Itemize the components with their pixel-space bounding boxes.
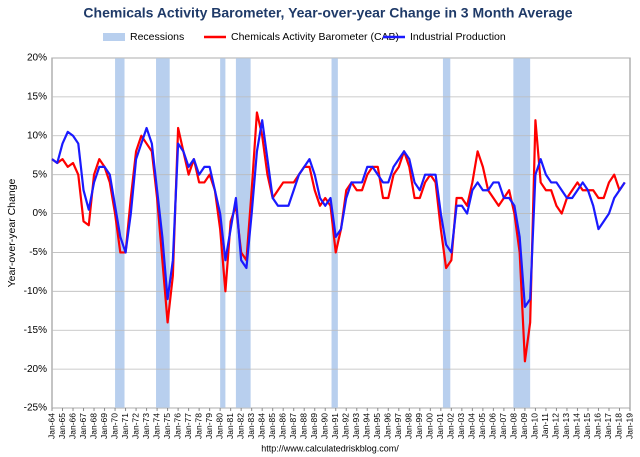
x-tick-label: Jan-95 — [372, 413, 382, 439]
x-tick-label: Jan-10 — [530, 413, 540, 439]
x-tick-label: Jan-76 — [172, 413, 182, 439]
x-tick-label: Jan-69 — [99, 413, 109, 439]
x-tick-label: Jan-12 — [551, 413, 561, 439]
x-tick-label: Jan-81 — [225, 413, 235, 439]
y-tick-label: 10% — [27, 130, 47, 141]
y-tick-label: -15% — [24, 325, 47, 336]
x-tick-label: Jan-75 — [162, 413, 172, 439]
legend-swatch — [103, 33, 125, 41]
x-tick-label: Jan-65 — [57, 413, 67, 439]
x-tick-label: Jan-08 — [509, 413, 519, 439]
y-tick-label: 20% — [27, 53, 47, 64]
x-tick-label: Jan-05 — [477, 413, 487, 439]
x-tick-label: Jan-66 — [67, 413, 77, 439]
x-tick-label: Jan-18 — [614, 413, 624, 439]
x-tick-label: Jan-98 — [404, 413, 414, 439]
x-tick-label: Jan-03 — [456, 413, 466, 439]
y-tick-label: -5% — [29, 247, 47, 258]
x-tick-label: Jan-15 — [582, 413, 592, 439]
recession-band — [235, 58, 251, 408]
x-tick-label: Jan-13 — [561, 413, 571, 439]
x-tick-label: Jan-00 — [425, 413, 435, 439]
series-line — [51, 119, 626, 308]
x-tick-label: Jan-71 — [120, 413, 130, 439]
x-tick-label: Jan-91 — [330, 413, 340, 439]
x-tick-label: Jan-14 — [572, 413, 582, 439]
x-tick-label: Jan-84 — [256, 413, 266, 439]
recession-band — [442, 58, 451, 408]
y-tick-label: -25% — [24, 403, 47, 414]
x-tick-label: Jan-89 — [309, 413, 319, 439]
chart-title: Chemicals Activity Barometer, Year-over-… — [83, 5, 572, 21]
x-tick-label: Jan-90 — [319, 413, 329, 439]
y-tick-label: -10% — [24, 286, 47, 297]
x-tick-label: Jan-82 — [235, 413, 245, 439]
y-tick-label: 0% — [33, 208, 48, 219]
legend-label: Chemicals Activity Barometer (CAB) — [231, 31, 399, 43]
x-tick-label: Jan-02 — [446, 413, 456, 439]
x-tick-label: Jan-94 — [362, 413, 372, 439]
x-tick-label: Jan-70 — [109, 413, 119, 439]
y-tick-label: 15% — [27, 92, 47, 103]
x-tick-label: Jan-19 — [624, 413, 634, 439]
x-tick-label: Jan-64 — [46, 413, 56, 439]
x-tick-label: Jan-96 — [383, 413, 393, 439]
legend-label: Recessions — [130, 31, 184, 43]
x-tick-label: Jan-17 — [603, 413, 613, 439]
x-tick-label: Jan-01 — [435, 413, 445, 439]
x-tick-label: Jan-72 — [130, 413, 140, 439]
y-tick-label: 5% — [33, 169, 48, 180]
recession-band — [513, 58, 531, 408]
x-tick-label: Jan-99 — [414, 413, 424, 439]
x-tick-label: Jan-04 — [467, 413, 477, 439]
series-line — [51, 111, 626, 363]
x-tick-label: Jan-73 — [141, 413, 151, 439]
x-tick-label: Jan-06 — [488, 413, 498, 439]
x-tick-label: Jan-87 — [288, 413, 298, 439]
x-tick-label: Jan-07 — [498, 413, 508, 439]
x-tick-label: Jan-79 — [204, 413, 214, 439]
x-tick-label: Jan-93 — [351, 413, 361, 439]
x-tick-label: Jan-83 — [246, 413, 256, 439]
footer: http://www.calculatedriskblog.com/ — [261, 443, 399, 453]
x-tick-label: Jan-80 — [214, 413, 224, 439]
legend-label: Industrial Production — [410, 31, 506, 43]
x-tick-label: Jan-78 — [193, 413, 203, 439]
x-tick-label: Jan-09 — [519, 413, 529, 439]
x-tick-label: Jan-68 — [88, 413, 98, 439]
x-tick-label: Jan-74 — [151, 413, 161, 439]
x-tick-label: Jan-88 — [298, 413, 308, 439]
y-axis-label: Year-over-year Change — [6, 178, 18, 287]
x-tick-label: Jan-85 — [267, 413, 277, 439]
x-tick-label: Jan-67 — [78, 413, 88, 439]
y-tick-label: -20% — [24, 364, 47, 375]
x-tick-label: Jan-11 — [540, 413, 550, 439]
x-tick-label: Jan-77 — [183, 413, 193, 439]
x-tick-label: Jan-16 — [593, 413, 603, 439]
x-tick-label: Jan-97 — [393, 413, 403, 439]
x-tick-label: Jan-92 — [341, 413, 351, 439]
x-tick-label: Jan-86 — [277, 413, 287, 439]
